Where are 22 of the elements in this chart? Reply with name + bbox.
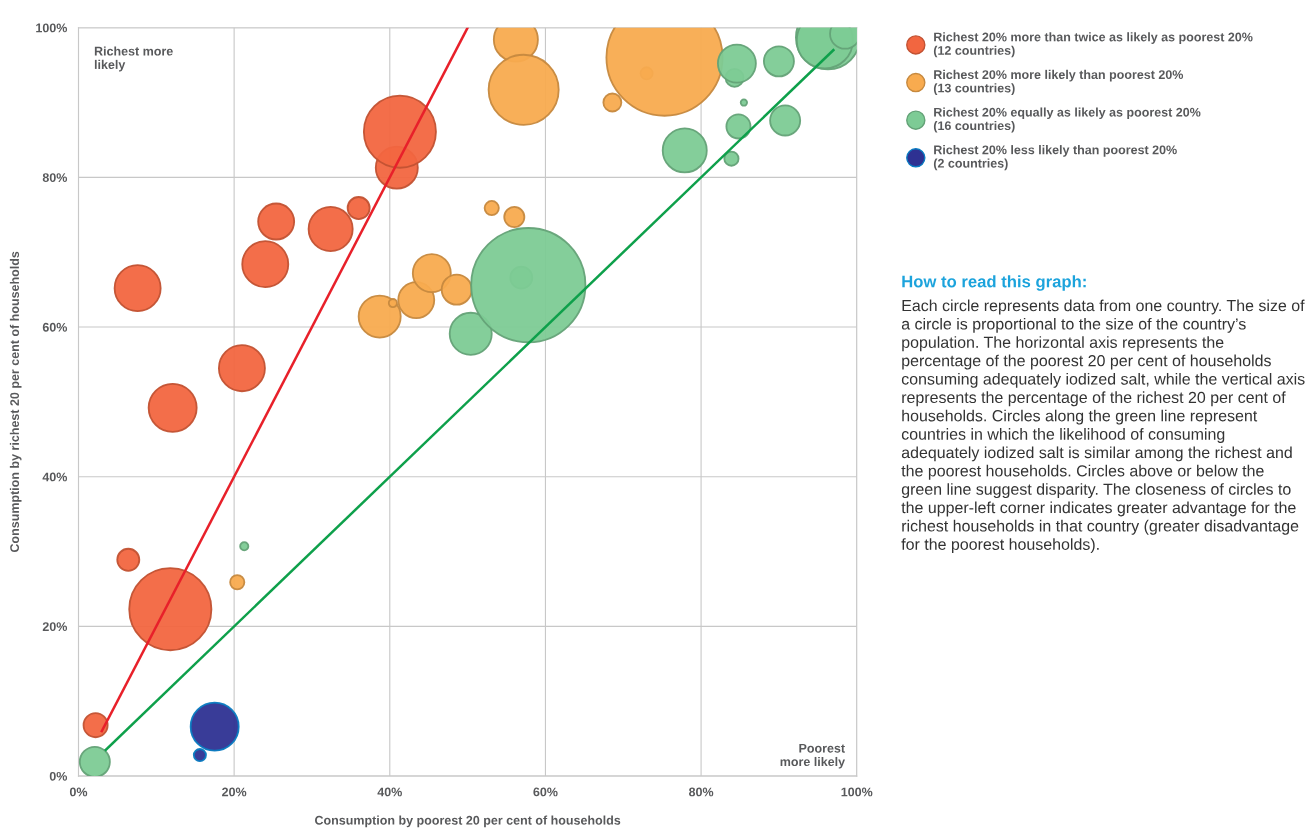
x-tick-label: 0% bbox=[69, 787, 88, 797]
text: Each circle represents data from one country. The size of a circle is proportional to the size of the country’s population. The horizontal axis represents the percentage of the poorest 20 per cent of households consuming adequately iodized salt, while the vertical axis represents the percentage of the richest 20 per cent of households. Circles along the green line represent countries in which the likelihood of consuming adequately iodized salt is similar among the richest and the poorest households. Circles above or below the green line suggest disparity. The closeness of circles to the upper-left corner indicates greater advantage for the richest households in that country (greater disadvantage for the poorest households). bbox=[901, 299, 1305, 554]
legend-label: Richest 20% more than twice as likely as poorest 20% (12 countries) bbox=[933, 32, 1253, 58]
annotation: Richest more likely bbox=[94, 46, 173, 72]
y-tick-label: 0% bbox=[49, 771, 68, 781]
x-axis-title: Consumption by poorest 20 per cent of households bbox=[315, 815, 621, 828]
legend-label: Richest 20% less likely than poorest 20% (2 countries) bbox=[933, 145, 1177, 171]
legend-label: Richest 20% equally as likely as poorest 20% (16 countries) bbox=[933, 107, 1201, 133]
y-tick-label: 60% bbox=[42, 322, 68, 332]
x-tick-label: 100% bbox=[841, 787, 873, 797]
legend-label: Richest 20% more likely than poorest 20% (13 countries) bbox=[933, 69, 1184, 95]
y-tick-label: 40% bbox=[42, 472, 68, 482]
y-tick-label: 80% bbox=[42, 173, 68, 183]
x-tick-label: 80% bbox=[688, 787, 714, 797]
x-tick-label: 40% bbox=[377, 787, 402, 797]
y-tick-label: 100% bbox=[36, 23, 68, 33]
y-axis-title: Consumption by richest 20 per cent of households bbox=[9, 251, 22, 553]
annotation: Poorest more likely bbox=[780, 743, 845, 769]
text: How to read this graph: bbox=[902, 275, 1086, 291]
y-tick-label: 20% bbox=[42, 622, 68, 632]
x-tick-label: 20% bbox=[222, 787, 247, 797]
x-tick-label: 60% bbox=[533, 787, 558, 797]
